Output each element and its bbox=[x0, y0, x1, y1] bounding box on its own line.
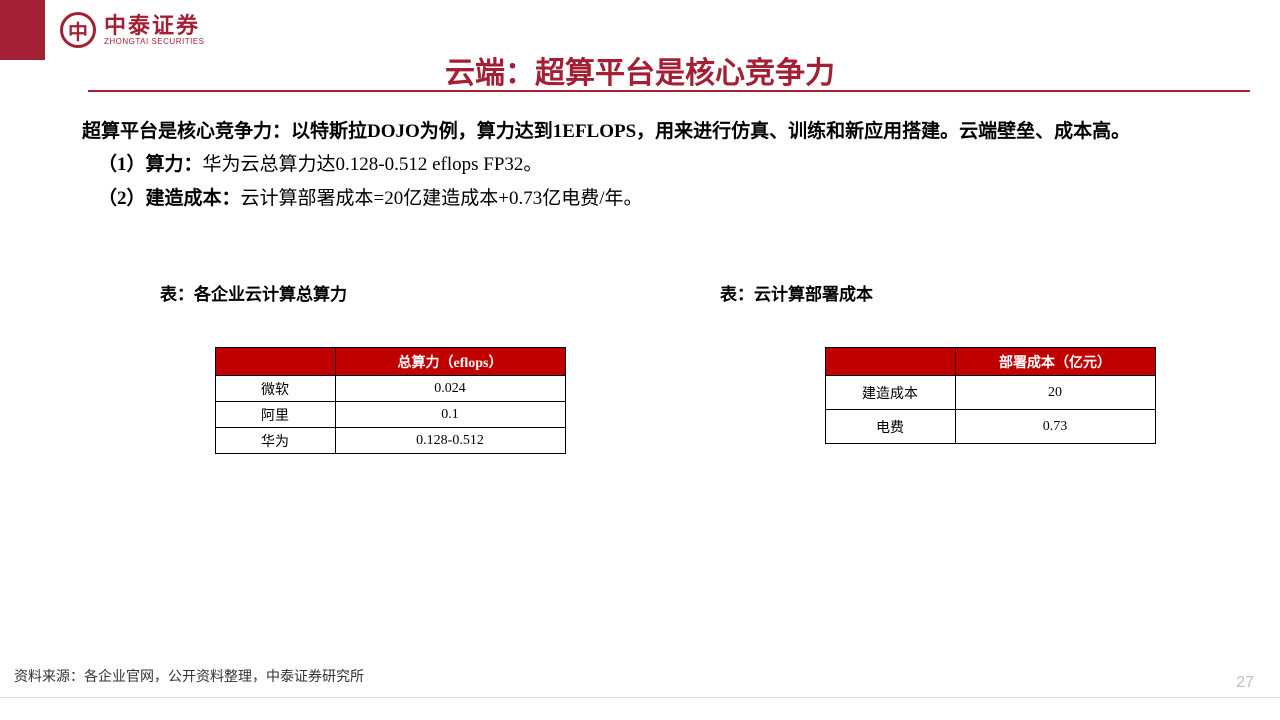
logo-icon: 中 bbox=[60, 12, 96, 48]
footer-divider bbox=[0, 697, 1280, 698]
footer-source: 资料来源：各企业官网，公开资料整理，中泰证券研究所 bbox=[14, 666, 364, 686]
table-header-row: 总算力（eflops） bbox=[215, 348, 565, 376]
table1-cell-value: 0.1 bbox=[335, 402, 565, 428]
brand-name-en: ZHONGTAI SECURITIES bbox=[104, 38, 204, 47]
table2-header-blank bbox=[825, 348, 955, 376]
body-line1: 超算平台是核心竞争力：以特斯拉DOJO为例，算力达到1EFLOPS，用来进行仿真… bbox=[82, 121, 1130, 142]
body-line3-text: 云计算部署成本=20亿建造成本+0.73亿电费/年。 bbox=[241, 188, 643, 209]
table2-cell-value: 0.73 bbox=[955, 410, 1155, 444]
body-paragraph: 超算平台是核心竞争力：以特斯拉DOJO为例，算力达到1EFLOPS，用来进行仿真… bbox=[82, 115, 1240, 215]
brand-logo: 中 中泰证券 ZHONGTAI SECURITIES bbox=[60, 12, 204, 48]
table2-cell-value: 20 bbox=[955, 376, 1155, 410]
table1-block: 表：各企业云计算总算力 总算力（eflops） 微软 0.024 阿里 0.1 … bbox=[0, 280, 640, 454]
table-row: 华为 0.128-0.512 bbox=[215, 428, 565, 454]
table2-cell-label: 电费 bbox=[825, 410, 955, 444]
body-line2-label: （1）算力： bbox=[98, 154, 203, 175]
table2-header-col: 部署成本（亿元） bbox=[955, 348, 1155, 376]
page-number: 27 bbox=[1236, 674, 1254, 692]
table-row: 电费 0.73 bbox=[825, 410, 1155, 444]
table-row: 微软 0.024 bbox=[215, 376, 565, 402]
table-row: 建造成本 20 bbox=[825, 376, 1155, 410]
body-line2-text: 华为云总算力达0.128-0.512 eflops FP32。 bbox=[203, 154, 543, 175]
table2-cell-label: 建造成本 bbox=[825, 376, 955, 410]
tables-container: 表：各企业云计算总算力 总算力（eflops） 微软 0.024 阿里 0.1 … bbox=[0, 280, 1280, 454]
body-line3-label: （2）建造成本： bbox=[98, 188, 241, 209]
table1-cell-label: 微软 bbox=[215, 376, 335, 402]
table2-block: 表：云计算部署成本 部署成本（亿元） 建造成本 20 电费 0.73 bbox=[640, 280, 1280, 454]
table1-cell-label: 阿里 bbox=[215, 402, 335, 428]
table1-cell-value: 0.128-0.512 bbox=[335, 428, 565, 454]
table2: 部署成本（亿元） 建造成本 20 电费 0.73 bbox=[825, 347, 1156, 444]
page-title: 云端：超算平台是核心竞争力 bbox=[0, 48, 1280, 92]
table-header-row: 部署成本（亿元） bbox=[825, 348, 1155, 376]
title-underline bbox=[88, 90, 1250, 92]
table1-header-col: 总算力（eflops） bbox=[335, 348, 565, 376]
table2-caption: 表：云计算部署成本 bbox=[700, 280, 873, 305]
table-row: 阿里 0.1 bbox=[215, 402, 565, 428]
brand-name-cn: 中泰证券 bbox=[104, 14, 204, 38]
table1-cell-label: 华为 bbox=[215, 428, 335, 454]
table1-caption: 表：各企业云计算总算力 bbox=[140, 280, 347, 305]
table1: 总算力（eflops） 微软 0.024 阿里 0.1 华为 0.128-0.5… bbox=[215, 347, 566, 454]
table1-header-blank bbox=[215, 348, 335, 376]
table1-cell-value: 0.024 bbox=[335, 376, 565, 402]
